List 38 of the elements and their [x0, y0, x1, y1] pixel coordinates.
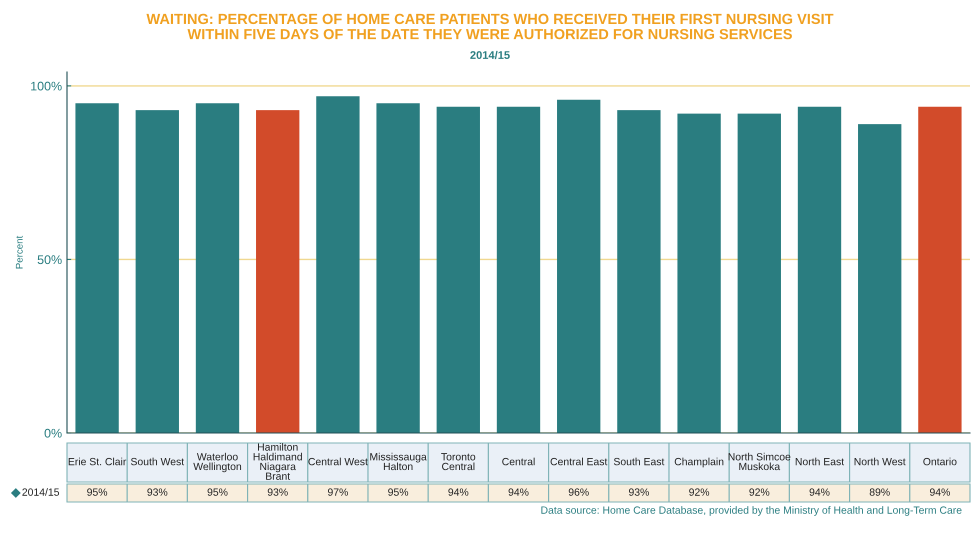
x-tick-label: Champlain: [674, 458, 724, 468]
x-tick-label: Waterloo Wellington: [193, 452, 242, 472]
data-label: 94%: [930, 488, 950, 496]
legend-label: 2014/15: [22, 488, 60, 496]
data-label: 97%: [328, 488, 348, 496]
data-label: 94%: [448, 488, 468, 496]
data-label: 93%: [628, 488, 649, 496]
y-tick-label: 0%: [44, 428, 62, 438]
data-label: 92%: [749, 488, 770, 496]
data-label: 95%: [388, 488, 408, 496]
x-tick-label: North West: [854, 458, 906, 466]
x-tick-label: North East: [796, 458, 844, 466]
chart-subtitle: 2014/15: [470, 50, 510, 60]
data-label: 93%: [268, 488, 288, 496]
x-tick-label: Hamilton Haldimand Niagara Brant: [254, 443, 302, 480]
source-note: Data source: Home Care Database, provided by the Ministry of Health and Long-Term Care: [541, 506, 962, 516]
x-tick-label: Central East: [550, 458, 608, 466]
x-tick-label: Ontario: [923, 458, 957, 466]
data-label: 94%: [810, 488, 830, 496]
x-tick-label: South East: [614, 458, 664, 466]
x-tick-label: Central West: [308, 458, 368, 466]
data-label: 89%: [870, 488, 890, 496]
x-tick-label: Central: [502, 458, 535, 466]
data-label: 92%: [689, 488, 710, 496]
data-label: 94%: [508, 488, 529, 496]
x-tick-label: North Simcoe Muskoka: [728, 452, 790, 470]
data-label: 95%: [87, 488, 108, 496]
y-axis-title: Percent: [16, 236, 23, 268]
x-tick-label: Mississauga Halton: [370, 452, 427, 470]
y-tick-label: 100%: [31, 82, 62, 91]
x-tick-label: South West: [130, 458, 184, 466]
y-tick-label: 50%: [38, 255, 62, 264]
x-tick-label: Erie St. Clair: [68, 458, 126, 466]
data-label: 93%: [147, 488, 168, 496]
data-label: 95%: [208, 488, 228, 496]
chart-title: WAITING: PERCENTAGE OF HOME CARE PATIENTS WHO RECEIVED THEIR FIRST NURSING VISIT WITHIN FIVE DAYS OF THE DATE THEY WERE AUTHORIZED FOR NURSING SERVICES: [146, 14, 834, 40]
x-tick-label: Toronto Central: [441, 453, 476, 470]
data-label: 96%: [568, 488, 589, 496]
